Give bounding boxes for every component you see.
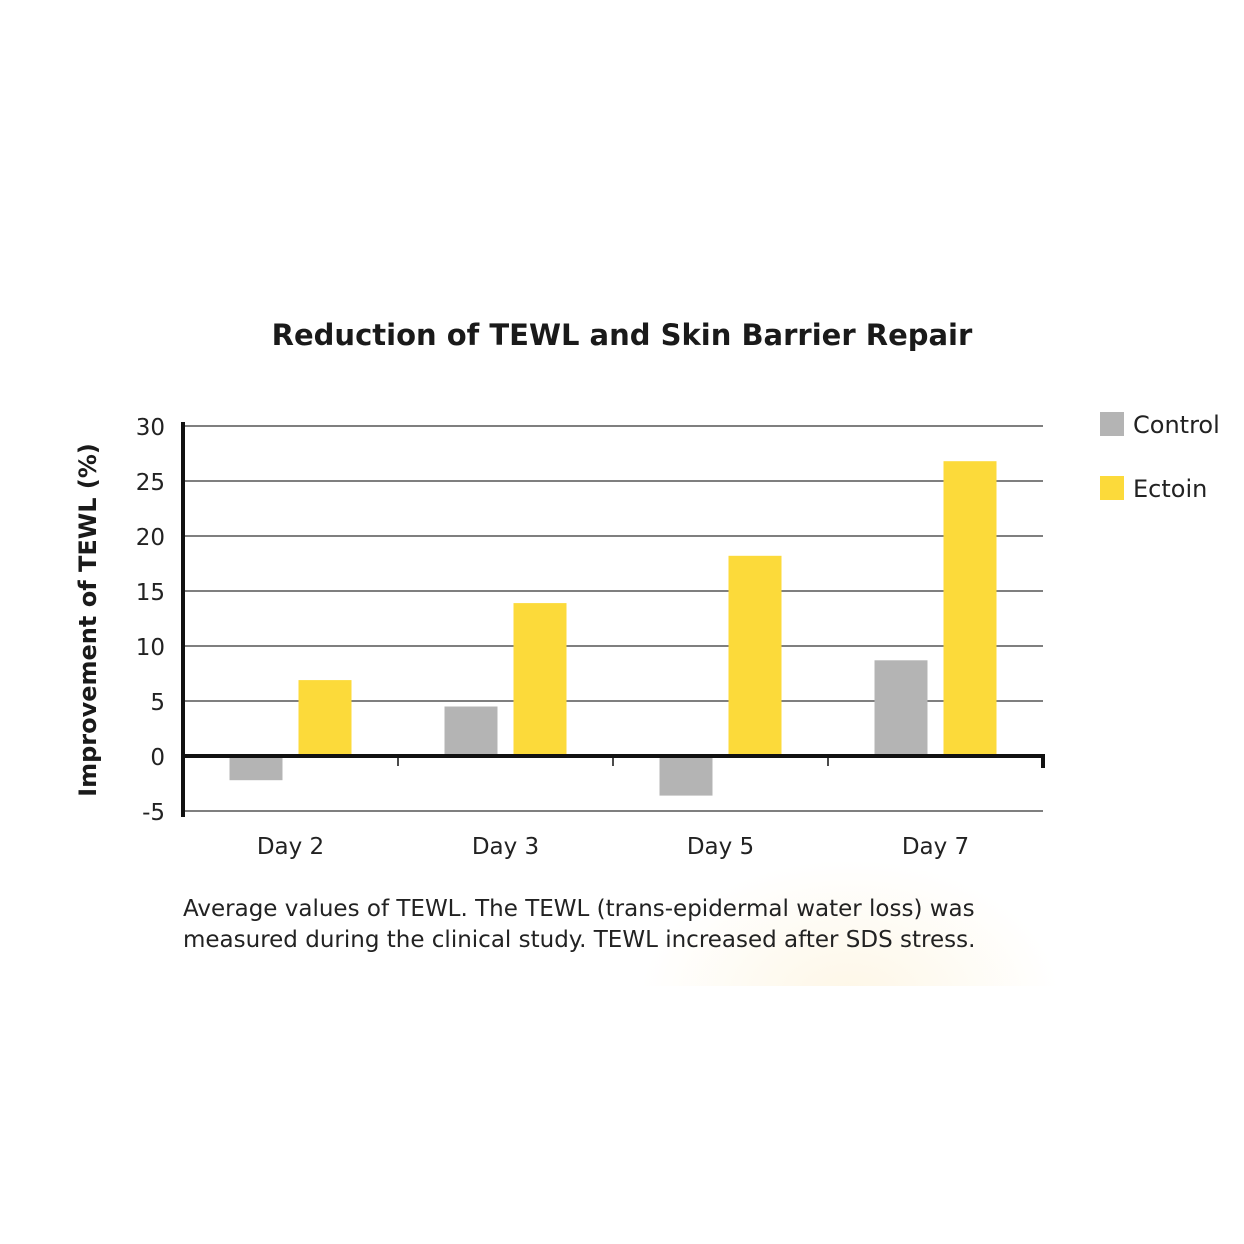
caption-line-1: Average values of TEWL. The TEWL (trans-…: [183, 896, 975, 922]
x-tick-label: Day 3: [472, 834, 539, 860]
bar-ectoin: [728, 555, 782, 756]
chart-caption: Average values of TEWL. The TEWL (trans-…: [183, 894, 1083, 956]
y-tick-label: 30: [136, 415, 165, 441]
x-tick-label: Day 7: [902, 834, 969, 860]
bar-control: [874, 660, 928, 756]
y-tick-label: 10: [136, 635, 165, 661]
bar-ectoin: [513, 603, 567, 756]
y-tick-label: 15: [136, 580, 165, 606]
x-tick-label: Day 5: [687, 834, 754, 860]
legend-label: Control: [1133, 411, 1220, 439]
y-tick-label: 20: [136, 525, 165, 551]
x-tick-label: Day 2: [257, 834, 324, 860]
legend-swatch-control: [1100, 412, 1124, 436]
bar-ectoin: [943, 461, 997, 756]
bar-ectoin: [298, 680, 352, 756]
y-tick-label: -5: [142, 800, 165, 826]
y-tick-label: 0: [150, 745, 165, 771]
legend-swatch-ectoin: [1100, 476, 1124, 500]
y-tick-label: 25: [136, 470, 165, 496]
bar-control: [659, 756, 713, 796]
caption-line-2: measured during the clinical study. TEWL…: [183, 927, 976, 953]
legend-label: Ectoin: [1133, 475, 1207, 503]
bar-control: [229, 756, 283, 781]
y-tick-label: 5: [150, 690, 165, 716]
chart-title: Reduction of TEWL and Skin Barrier Repai…: [271, 318, 973, 352]
bar-control: [444, 706, 498, 756]
